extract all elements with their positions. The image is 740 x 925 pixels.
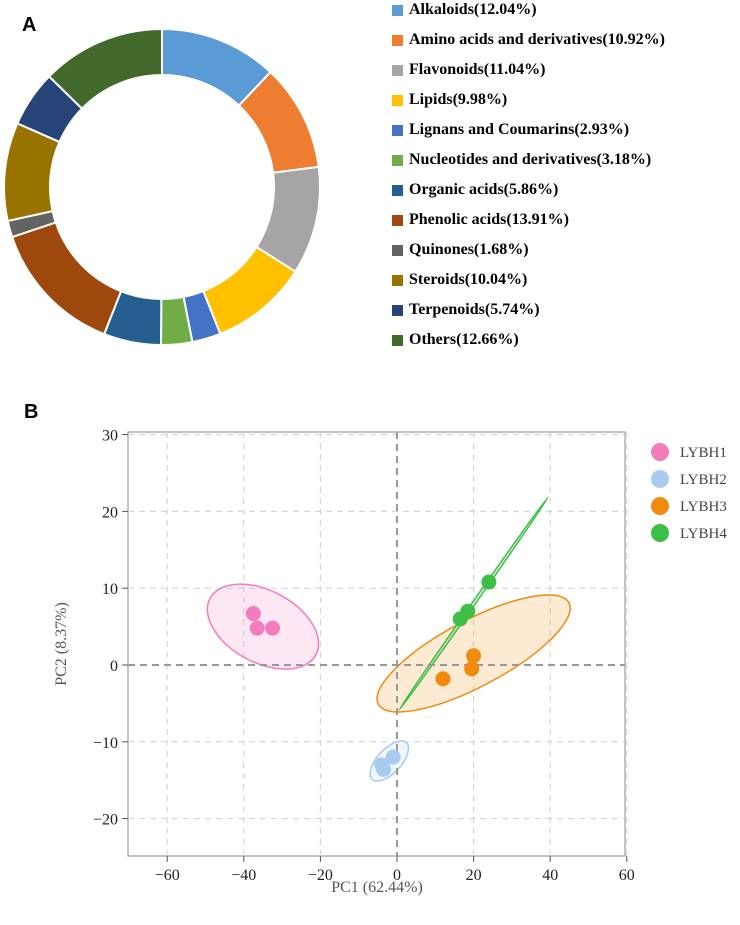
legend-item: Others(12.66%): [392, 331, 519, 349]
y-tick-label: 0: [110, 658, 118, 675]
pca-legend-label: LYBH1: [680, 445, 727, 461]
legend-item: Alkaloids(12.04%): [392, 1, 537, 19]
legend-item: Organic acids(5.86%): [392, 181, 558, 199]
legend-label: Flavonoids(11.04%): [409, 61, 546, 78]
point-lybh2: [385, 749, 401, 765]
point-lybh4: [481, 574, 497, 590]
x-tick-label: −60: [155, 867, 180, 884]
panel-b-label: B: [24, 401, 39, 423]
point-lybh3: [464, 661, 480, 677]
y-tick-label: 10: [102, 581, 118, 598]
axis-ticks: −60 −40 −20 0 20 40 60 −20 −10 0 10 20 30: [93, 428, 635, 884]
pca-legend-label: LYBH2: [680, 472, 727, 488]
point-lybh1: [245, 606, 261, 622]
y-tick-label: 20: [102, 504, 118, 521]
legend-label: Steroids(10.04%): [409, 271, 528, 288]
pca-legend-marker: [651, 470, 669, 488]
legend-item: Phenolic acids(13.91%): [392, 211, 569, 229]
x-tick-label: 20: [466, 867, 482, 884]
x-tick-label: −40: [231, 867, 256, 884]
point-lybh1: [249, 620, 265, 636]
legend-label: Lipids(9.98%): [409, 91, 508, 108]
legend-swatch: [392, 214, 403, 226]
point-lybh3: [435, 671, 451, 687]
ellipse-lybh4: [398, 496, 549, 711]
grid-lines: [128, 432, 628, 856]
y-tick-label: 30: [102, 428, 118, 445]
legend-label: Alkaloids(12.04%): [409, 1, 537, 18]
legend-item: Quinones(1.68%): [392, 241, 529, 259]
legend-label: Nucleotides and derivatives(3.18%): [409, 151, 652, 168]
legend-item: Steroids(10.04%): [392, 271, 527, 289]
y-tick-label: −20: [93, 812, 118, 829]
x-tick-label: 60: [619, 867, 635, 884]
plot-frame: [127, 431, 626, 857]
pca-legend-marker: [651, 443, 669, 461]
legend-swatch: [392, 94, 403, 106]
data-points: [245, 574, 497, 777]
legend-item: Lignans and Coumarins(2.93%): [392, 121, 629, 139]
point-lybh2: [376, 761, 392, 777]
legend-swatch: [392, 304, 403, 316]
pca-legend-marker: [651, 497, 669, 515]
legend-swatch: [392, 244, 403, 256]
legend-item: Flavonoids(11.04%): [392, 61, 545, 79]
legend-item: Lipids(9.98%): [392, 91, 507, 109]
pca-legend-label: LYBH3: [680, 499, 727, 515]
legend-label: Terpenoids(5.74%): [409, 301, 540, 318]
pca-legend-label: LYBH4: [680, 526, 727, 542]
x-tick-label: −20: [308, 867, 333, 884]
point-lybh1: [265, 620, 281, 636]
donut-slice-11: [47, 27, 163, 111]
legend-swatch: [392, 124, 403, 136]
x-tick-label: 0: [393, 867, 401, 884]
legend-label: Organic acids(5.86%): [409, 181, 559, 198]
legend-swatch: [392, 274, 403, 286]
point-lybh3: [466, 648, 482, 664]
legend-swatch: [392, 64, 403, 76]
y-axis-title: PC2 (8.37%): [53, 602, 70, 686]
legend-swatch: [392, 4, 403, 16]
legend-label: Amino acids and derivatives(10.92%): [409, 31, 665, 48]
legend-swatch: [392, 154, 403, 166]
pca-legend-marker: [651, 524, 669, 542]
x-tick-label: 40: [542, 867, 558, 884]
panel-a-label: A: [22, 14, 37, 36]
legend-swatch: [392, 334, 403, 346]
legend-swatch: [392, 184, 403, 196]
confidence-ellipses: [206, 496, 571, 782]
legend-label: Lignans and Coumarins(2.93%): [409, 121, 630, 138]
donut-chart: [3, 27, 321, 347]
legend-label: Phenolic acids(13.91%): [409, 211, 569, 228]
x-axis-title: PC1 (62.44%): [331, 879, 423, 896]
point-lybh4: [460, 603, 476, 619]
pca-legend: LYBH1 LYBH2 LYBH3 LYBH4: [651, 443, 727, 542]
legend-label: Quinones(1.68%): [409, 241, 529, 258]
legend-item: Amino acids and derivatives(10.92%): [392, 31, 665, 49]
zero-lines: [128, 432, 625, 856]
legend-label: Others(12.66%): [409, 331, 519, 348]
legend-swatch: [392, 34, 403, 46]
legend-item: Terpenoids(5.74%): [392, 301, 540, 319]
y-tick-label: −10: [93, 735, 118, 752]
legend-item: Nucleotides and derivatives(3.18%): [392, 151, 651, 169]
